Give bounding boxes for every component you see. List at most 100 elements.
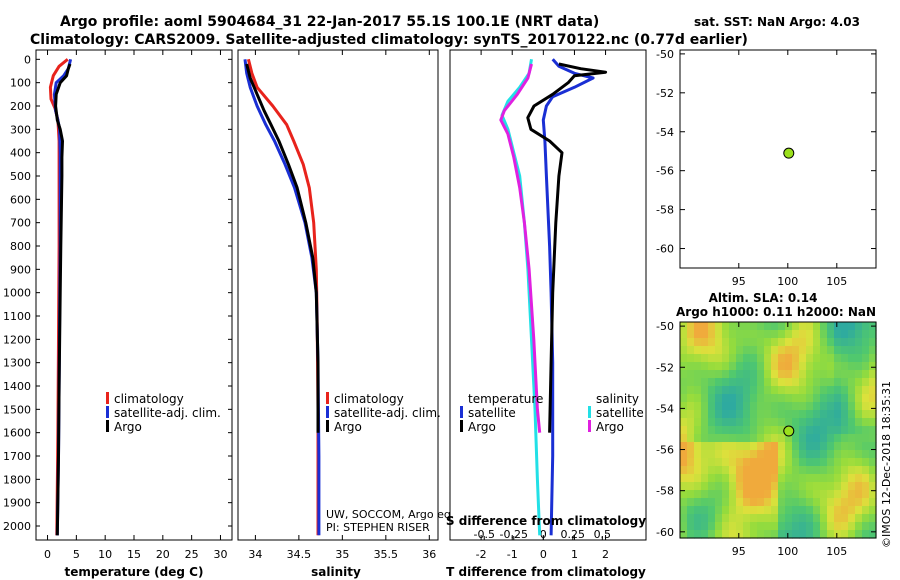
sla-map-panel: Altim. SLA: 0.14 Argo h1000: 0.11 h2000:… [656, 291, 893, 558]
sla-cell [848, 330, 856, 339]
sla-cell [764, 402, 772, 411]
sla-cell [764, 322, 772, 331]
sla-cell [715, 378, 723, 387]
sla-cell [750, 322, 758, 331]
sla-cell [778, 506, 786, 515]
sla-cell [834, 458, 842, 467]
sla-cell [855, 426, 863, 435]
sla-cell [757, 442, 765, 451]
sla-cell [792, 474, 800, 483]
sla-cell [855, 474, 863, 483]
sla-cell [785, 362, 793, 371]
sla-cell [841, 322, 849, 331]
sla-cell [701, 450, 709, 459]
sla-cell [771, 458, 779, 467]
depth-tick-800: 800 [10, 240, 31, 253]
sla-cell [743, 426, 751, 435]
depth-tick-400: 400 [10, 147, 31, 160]
xtick-label-10: 10 [98, 548, 112, 561]
sla-cell [785, 354, 793, 363]
sla-cell [708, 434, 716, 443]
sla-cell [757, 506, 765, 515]
sla-cell [701, 482, 709, 491]
sla-cell [757, 346, 765, 355]
sla-cell [827, 514, 835, 523]
sla-cell [862, 450, 870, 459]
sla-cell [778, 434, 786, 443]
sla-cell [855, 362, 863, 371]
sla-cell [757, 490, 765, 499]
sla-cell [757, 362, 765, 371]
sla-cell [722, 386, 730, 395]
legend-sal-argo: Argo [596, 420, 624, 434]
sla-cell [862, 394, 870, 403]
sla-cell [680, 522, 688, 531]
sla-cell [799, 530, 807, 539]
sla-cell [743, 330, 751, 339]
depth-tick-700: 700 [10, 217, 31, 230]
map-xtick-label-95: 95 [732, 545, 746, 558]
sla-cell [778, 386, 786, 395]
sla-cell [834, 402, 842, 411]
sla-cell [729, 474, 737, 483]
sla-cell [827, 466, 835, 475]
sla-cell [792, 466, 800, 475]
sla-cell [785, 386, 793, 395]
sla-cell [827, 402, 835, 411]
sla-cell [708, 530, 716, 539]
sla-cell [743, 394, 751, 403]
sla-cell [841, 362, 849, 371]
sla-cell [869, 410, 877, 419]
depth-tick-1100: 1100 [3, 310, 31, 323]
sla-cell [687, 354, 695, 363]
salinity-xlabel: salinity [311, 565, 361, 579]
sla-cell [736, 530, 744, 539]
sla-cell [820, 474, 828, 483]
sla-cell [764, 466, 772, 475]
sla-cell [806, 402, 814, 411]
xtick-label-34: 34 [248, 548, 262, 561]
sla-cell [708, 338, 716, 347]
difference-legend: temperature satellite Argo salinity sate… [460, 392, 644, 434]
sst-map-axes-box [679, 49, 877, 269]
sla-cell [820, 482, 828, 491]
sla-cell [743, 386, 751, 395]
sla-cell [862, 338, 870, 347]
sla-cell [834, 378, 842, 387]
sla-cell [785, 394, 793, 403]
sla-cell [778, 330, 786, 339]
sla-cell [806, 458, 814, 467]
sla-cell [778, 482, 786, 491]
sla-cell [722, 330, 730, 339]
sla-cell [764, 346, 772, 355]
sla-cell [778, 378, 786, 387]
depth-tick-1800: 1800 [3, 473, 31, 486]
sla-cell [806, 498, 814, 507]
sla-cell [813, 402, 821, 411]
sla-cell [743, 490, 751, 499]
salinity-series [243, 58, 321, 536]
sla-cell [855, 490, 863, 499]
s-difference-xlabel: S difference from climatology [446, 514, 646, 528]
sla-cell [813, 474, 821, 483]
sla-cell [680, 530, 688, 539]
sla-cell [799, 322, 807, 331]
sla-cell [785, 498, 793, 507]
sla-cell [869, 402, 877, 411]
sla-cell [834, 434, 842, 443]
sla-cell [855, 370, 863, 379]
sla-cell [715, 450, 723, 459]
sla-cell [708, 442, 716, 451]
sla-cell [701, 418, 709, 427]
map-ytick-label--60: -60 [656, 526, 674, 539]
sla-cell [771, 442, 779, 451]
sla-cell [834, 426, 842, 435]
sla-cell [680, 450, 688, 459]
sla-cell [715, 386, 723, 395]
sla-cell [841, 410, 849, 419]
sla-cell [834, 330, 842, 339]
sla-cell [743, 402, 751, 411]
sla-cell [757, 410, 765, 419]
sla-cell [743, 466, 751, 475]
